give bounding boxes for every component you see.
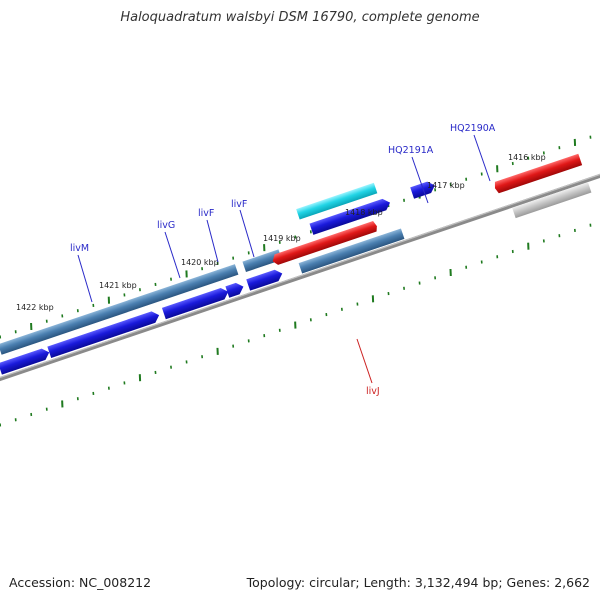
leader-livG — [164, 231, 181, 279]
feature-red-2[interactable] — [493, 153, 583, 194]
gene-label-HQ2191A[interactable]: HQ2191A — [388, 145, 434, 156]
feature-blue-6[interactable] — [309, 197, 392, 235]
scale-label-1417: 1417 kbp — [427, 181, 465, 190]
scale-label-1418: 1418 kbp — [345, 208, 383, 217]
inner-tick-ring — [0, 223, 592, 427]
leader-livJ — [356, 338, 373, 384]
gene-labels: livM livG livF livF HQ2191A HQ2190A livJ — [70, 123, 496, 397]
gene-label-HQ2190A[interactable]: HQ2190A — [450, 123, 496, 134]
feature-blue-5[interactable] — [246, 268, 284, 291]
feature-blue-2[interactable] — [47, 309, 161, 359]
scale-label-1416: 1416 kbp — [508, 153, 546, 162]
leader-lines — [77, 134, 491, 384]
gene-label-livM[interactable]: livM — [70, 243, 89, 254]
feature-blue-4[interactable] — [225, 281, 245, 298]
scale-label-1421: 1421 kbp — [99, 281, 137, 290]
feature-steel-3[interactable] — [298, 228, 405, 274]
scale-labels: 1422 kbp 1421 kbp 1420 kbp 1419 kbp 1418… — [16, 153, 546, 312]
feature-steel-2[interactable] — [242, 249, 282, 273]
scale-label-1419: 1419 kbp — [263, 234, 301, 243]
gene-label-livF-1[interactable]: livF — [198, 208, 214, 219]
map-title: Haloquadratum walsbyi DSM 16790, complet… — [120, 10, 480, 25]
outer-tick-ring — [0, 135, 592, 339]
genome-backbone — [0, 159, 600, 394]
gene-label-livG[interactable]: livG — [157, 220, 175, 231]
gene-label-livJ[interactable]: livJ — [366, 386, 380, 397]
feature-steel-1[interactable] — [0, 264, 239, 355]
feature-blue-3[interactable] — [161, 286, 230, 320]
feature-blue-7[interactable] — [410, 180, 437, 199]
feature-blue-1[interactable] — [0, 347, 51, 375]
accession-text: Accession: NC_008212 — [9, 575, 152, 590]
scale-label-1422: 1422 kbp — [16, 303, 54, 312]
gene-label-livF-2[interactable]: livF — [231, 199, 247, 210]
feature-grey-1[interactable] — [512, 182, 592, 219]
leader-livF-1 — [206, 219, 219, 263]
genome-summary-text: Topology: circular; Length: 3,132,494 bp… — [246, 575, 590, 590]
leader-livM — [77, 254, 93, 303]
feature-red-livJ[interactable] — [271, 220, 379, 266]
scale-label-1420: 1420 kbp — [181, 258, 219, 267]
leader-HQ2190A — [473, 134, 491, 182]
feature-cyan-HQ2191A[interactable] — [296, 182, 378, 220]
leader-HQ2191A — [411, 156, 429, 204]
gene-features — [0, 153, 592, 375]
leader-livF-2 — [239, 209, 255, 258]
